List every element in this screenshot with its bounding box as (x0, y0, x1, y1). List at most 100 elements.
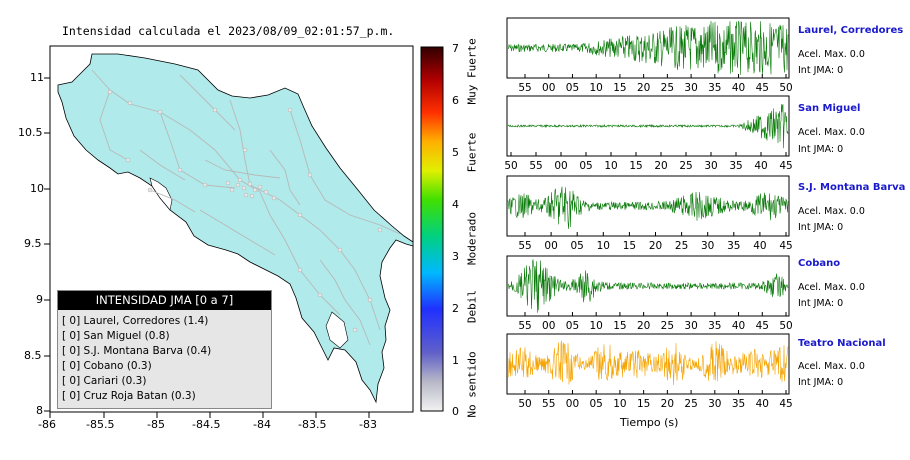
colorbar-tick: 4 (452, 198, 459, 211)
legend-item: [ 0] Cariari (0.3) (62, 375, 147, 387)
seismogram-tick-label: 10 (597, 240, 610, 252)
time-axis-label: Tiempo (s) (620, 416, 679, 429)
seismogram-tick-label: 05 (566, 82, 579, 94)
seismogram-tick-label: 35 (729, 160, 742, 172)
seismogram-tick-label: 35 (727, 240, 740, 252)
map-ytick: 10.5 (18, 126, 43, 139)
seismogram-tick-label: 00 (566, 398, 579, 410)
seismogram-tick-label: 45 (756, 320, 769, 332)
station-acel: Acel. Max. 0.0 (798, 282, 865, 293)
seismogram-tick-label: 55 (518, 240, 531, 252)
station-acel: Acel. Max. 0.0 (798, 127, 865, 138)
station-name: Teatro Nacional (798, 338, 886, 349)
seismogram-tick-label: 00 (542, 320, 555, 332)
seismogram-tick-label: 20 (637, 82, 650, 94)
colorbar-tick: 0 (452, 405, 459, 418)
seismogram-tick-label: 15 (629, 160, 642, 172)
seismogram-tick-label: 30 (684, 320, 697, 332)
golfo-dulce (325, 311, 349, 349)
seismogram-tick-label: 10 (604, 160, 617, 172)
seismogram-tick-label: 05 (579, 160, 592, 172)
legend-item: [ 0] Cruz Roja Batan (0.3) (62, 390, 196, 402)
seismogram-tick-label: 10 (589, 320, 602, 332)
seismogram-tick-label: 30 (701, 240, 714, 252)
seismogram-tick-label: 50 (779, 320, 792, 332)
seismogram-tick-label: 25 (675, 240, 688, 252)
seismogram-tick-label: 25 (661, 82, 674, 94)
seismogram-tick-label: 55 (542, 398, 555, 410)
legend-title: INTENSIDAD JMA [0 a 7] (58, 291, 271, 310)
station-name: San Miguel (798, 103, 861, 114)
seismogram-tick-label: 45 (779, 240, 792, 252)
seismogram-tick-label: 35 (708, 320, 721, 332)
seismogram-trace (507, 20, 789, 75)
map-title: Intensidad calculada el 2023/08/09_02:01… (62, 24, 395, 38)
seismogram-tick-label: 05 (566, 320, 579, 332)
map-ytick: 9 (36, 293, 43, 306)
legend-item: [ 0] Cobano (0.3) (62, 360, 152, 372)
seismogram-tick-label: 40 (732, 82, 745, 94)
station-int: Int JMA: 0 (798, 298, 844, 309)
seismogram-tick-label: 15 (623, 240, 636, 252)
map-xtick: -86 (38, 418, 56, 431)
seismogram-tick-label: 10 (613, 398, 626, 410)
map-xtick: -83 (359, 418, 377, 431)
map-xtick: -85.5 (86, 418, 115, 431)
seismogram-tick-label: 45 (756, 82, 769, 94)
map-xtick: -85 (147, 418, 165, 431)
map-ytick: 8.5 (24, 349, 42, 362)
colorbar-tick: 5 (452, 146, 459, 159)
seismogram-tick-label: 30 (704, 160, 717, 172)
seismogram-tick-label: 50 (779, 82, 792, 94)
seismogram-tick-label: 35 (708, 82, 721, 94)
intensity-colorbar (420, 46, 444, 412)
seismogram-tick-label: 40 (753, 240, 766, 252)
seismogram-trace (507, 259, 789, 313)
seismogram-tick-label: 45 (779, 160, 792, 172)
seismogram-tick-label: 20 (649, 240, 662, 252)
map-xtick: -84.5 (192, 418, 221, 431)
seismogram-tick-label: 15 (637, 398, 650, 410)
colorbar-tick: 1 (452, 354, 459, 367)
seismogram-tick-label: 15 (613, 82, 626, 94)
seismogram-tick-label: 50 (504, 160, 517, 172)
seismogram-tick-label: 40 (754, 160, 767, 172)
station-acel: Acel. Max. 0.0 (798, 49, 865, 60)
map-xtick: -83.5 (298, 418, 327, 431)
legend-item: [ 0] San Miguel (0.8) (62, 330, 170, 342)
seismogram-tick-label: 20 (637, 320, 650, 332)
map-ytick: 8 (36, 404, 43, 417)
station-int: Int JMA: 0 (798, 144, 844, 155)
map-ticks (44, 77, 370, 418)
seismogram-tick-label: 25 (684, 398, 697, 410)
station-name: Cobano (798, 258, 841, 269)
station-name: S.J. Montana Barva (798, 182, 906, 193)
seismogram-trace (507, 186, 789, 229)
seismogram-tick-label: 05 (589, 398, 602, 410)
seismogram-tick-label: 20 (654, 160, 667, 172)
seismogram-tick-label: 35 (732, 398, 745, 410)
seismogram-tick-label: 40 (732, 320, 745, 332)
road-network (91, 69, 401, 346)
seismogram-tick-label: 25 (661, 320, 674, 332)
seismogram-tick-label: 00 (544, 240, 557, 252)
station-int: Int JMA: 0 (798, 377, 844, 388)
colorbar-tick: 7 (452, 42, 459, 55)
station-acel: Acel. Max. 0.0 (798, 206, 865, 217)
station-markers (107, 89, 383, 333)
seismogram-tick-label: 15 (613, 320, 626, 332)
seismogram-tick-label: 05 (571, 240, 584, 252)
seismogram-frame (506, 333, 790, 395)
map-ytick: 10 (30, 182, 44, 195)
map-xtick: -84 (253, 418, 271, 431)
seismogram-tick-label: 20 (661, 398, 674, 410)
seismogram-tick-label: 25 (679, 160, 692, 172)
colorbar-tick: 6 (452, 94, 459, 107)
station-acel: Acel. Max. 0.0 (798, 361, 865, 372)
